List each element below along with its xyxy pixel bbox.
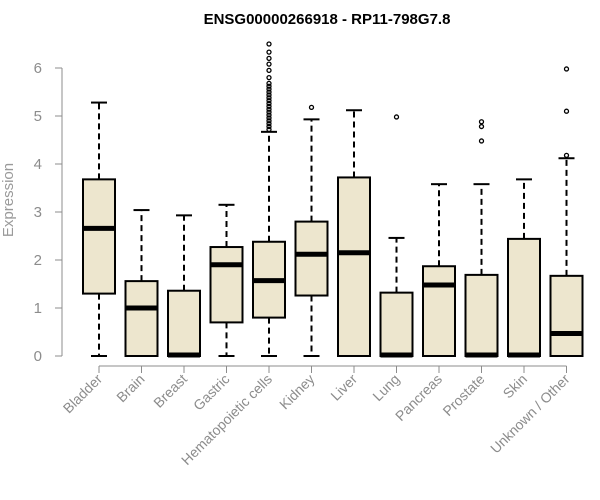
outlier-point: [563, 66, 570, 72]
x-tick-label: Skin: [500, 371, 531, 402]
box: [549, 274, 584, 357]
outlier-point: [266, 67, 272, 74]
box: [294, 220, 329, 297]
outlier-point: [266, 123, 272, 130]
outlier-point: [563, 152, 570, 159]
outlier-point: [478, 123, 485, 130]
box-group: [337, 109, 371, 357]
y-axis-label: Expression: [0, 163, 17, 237]
outlier-point: [478, 119, 485, 125]
box: [464, 273, 499, 358]
box-group: [379, 114, 414, 358]
box: [379, 291, 414, 358]
y-tick-label: 4: [34, 156, 42, 173]
box-group: [549, 66, 584, 357]
x-tick-label: Bladder: [60, 371, 106, 417]
outlier-point: [266, 86, 272, 92]
outlier-point: [266, 83, 272, 89]
x-tick-label: Breast: [150, 371, 190, 411]
y-tick-label: 2: [34, 252, 42, 269]
box: [422, 265, 456, 357]
x-tick-label: Liver: [327, 371, 360, 404]
box-group: [82, 101, 116, 357]
outlier-point: [266, 74, 272, 81]
x-tick-label: Prostate: [439, 371, 487, 419]
box-group: [507, 178, 541, 358]
y-axis: 0 1 2 3 4 5 6: [34, 60, 63, 365]
box: [124, 280, 159, 357]
x-tick-label: Kidney: [276, 371, 318, 413]
outlier-point: [266, 118, 272, 124]
x-tick-label: Unknown / Other: [487, 371, 573, 457]
box-group: [167, 214, 201, 358]
outlier-point: [266, 89, 272, 95]
outlier-point: [266, 41, 272, 47]
x-tick-label: Pancreas: [392, 371, 445, 424]
y-tick-label: 1: [34, 300, 42, 317]
box: [507, 237, 541, 358]
outlier-point: [266, 61, 272, 67]
outlier-point: [266, 103, 272, 110]
box: [82, 178, 116, 295]
outlier-point: [308, 104, 315, 111]
box-group: [124, 209, 159, 357]
outlier-point: [266, 112, 272, 118]
outlier-point: [266, 115, 272, 121]
outlier-point: [266, 100, 272, 107]
chart-title: ENSG00000266918 - RP11-798G7.8: [204, 11, 451, 28]
outlier-point: [266, 49, 272, 55]
plot-area: [82, 41, 584, 358]
outlier-point: [266, 80, 272, 87]
y-tick-label: 5: [34, 108, 42, 125]
outlier-point: [266, 121, 272, 127]
box-group: [464, 119, 499, 358]
outlier-point: [266, 106, 272, 112]
box-group: [209, 203, 244, 357]
outlier-point: [266, 92, 272, 98]
outlier-point: [478, 138, 485, 144]
outlier-point: [266, 97, 272, 104]
box: [337, 176, 371, 357]
y-tick-label: 6: [34, 60, 42, 77]
x-tick-label: Brain: [113, 371, 147, 405]
outlier-point: [266, 109, 272, 115]
x-tick-label: Lung: [369, 371, 402, 404]
box-group: [422, 183, 456, 357]
outlier-point: [266, 126, 272, 133]
box: [209, 246, 244, 324]
box: [167, 289, 201, 357]
box-group: [294, 104, 329, 357]
y-tick-label: 0: [34, 348, 42, 365]
outlier-point: [393, 114, 400, 120]
box-group: [252, 41, 286, 357]
y-tick-label: 3: [34, 204, 42, 221]
outlier-point: [266, 55, 272, 62]
outlier-point: [563, 108, 570, 114]
outlier-point: [266, 95, 272, 101]
